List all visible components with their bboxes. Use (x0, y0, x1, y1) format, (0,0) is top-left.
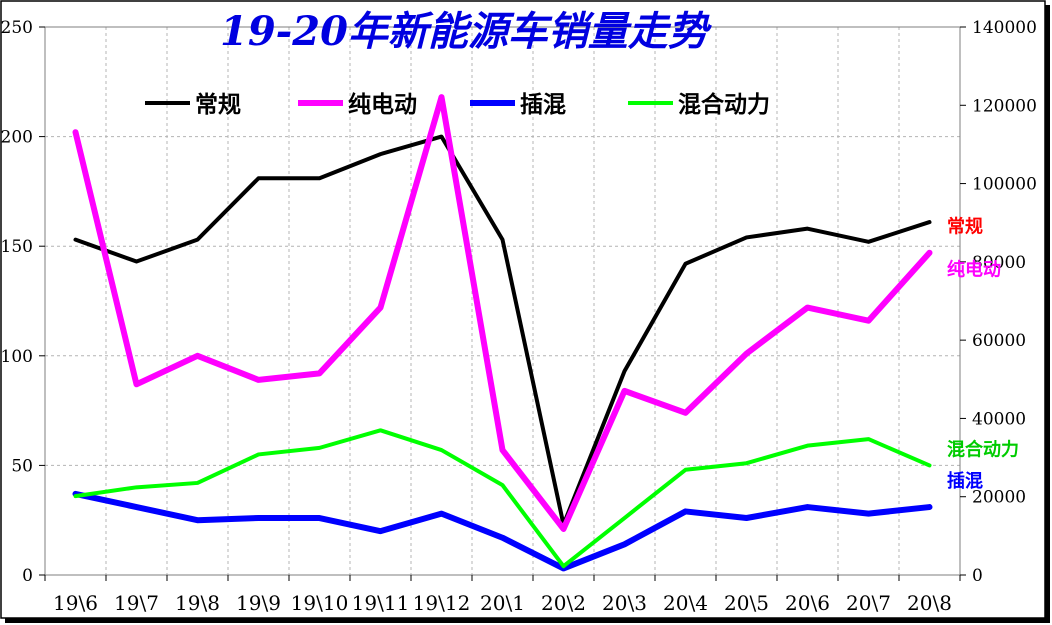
frame-shadow-right (1045, 5, 1050, 622)
end-label: 纯电动 (947, 259, 1001, 281)
legend-label: 纯电动 (348, 91, 417, 118)
legend-label: 混合动力 (678, 91, 770, 118)
x-axis-tick-label: 20\4 (663, 591, 708, 615)
end-label: 混合动力 (947, 439, 1019, 461)
x-axis-tick-label: 19\12 (413, 591, 471, 615)
x-axis-tick-label: 19\9 (236, 591, 281, 615)
right-axis-tick-label: 120000 (972, 96, 1037, 116)
x-axis-tick-label: 19\10 (291, 591, 349, 615)
left-axis-tick-label: 100 (1, 347, 33, 367)
frame-shadow-bottom (5, 618, 1050, 623)
plot-area (44, 26, 961, 576)
left-axis-tick-label: 250 (1, 18, 33, 38)
x-axis-tick-label: 20\3 (602, 591, 647, 615)
series-line (73, 134, 932, 527)
left-axis-tick-label: 50 (11, 456, 33, 476)
right-axis-tick-label: 20000 (972, 488, 1026, 508)
right-axis-tick-label: 80000 (972, 253, 1026, 273)
right-axis-tick-label: 60000 (972, 331, 1026, 351)
legend-label: 插混 (520, 91, 566, 118)
x-axis-tick-label: 19\7 (114, 591, 159, 615)
legend-label: 常规 (195, 91, 241, 118)
series-layer (72, 94, 933, 572)
x-axis-tick-label: 20\7 (846, 591, 891, 615)
x-axis-tick-label: 20\6 (785, 591, 830, 615)
series-line (73, 428, 932, 569)
x-axis-tick-label: 20\8 (907, 591, 952, 615)
series-line (72, 490, 933, 572)
x-axis-tick-label: 19\6 (53, 591, 98, 615)
x-axis-tick-label: 19\11 (352, 591, 410, 615)
right-axis-tick-label: 0 (972, 566, 983, 586)
series-line (72, 94, 933, 532)
chart-title: 19-20年新能源车销量走势 (220, 8, 713, 55)
right-axis-tick-label: 140000 (972, 18, 1037, 38)
left-axis-tick-label: 150 (1, 237, 33, 257)
x-axis-tick-label: 19\8 (175, 591, 220, 615)
legend: 常规 纯电动 插混 混合动力 (145, 91, 770, 118)
x-axis-tick-label: 20\1 (480, 591, 525, 615)
x-axis-tick-label: 20\2 (541, 591, 586, 615)
x-axis-tick-label: 20\5 (724, 591, 769, 615)
right-axis-tick-label: 40000 (972, 409, 1026, 429)
left-axis-tick-label: 200 (1, 128, 33, 148)
left-axis-tick-label: 0 (22, 566, 33, 586)
end-label: 常规 (947, 216, 983, 238)
axes-layer: 0 50 100 150 200 250 0 20000 40000 60000 80000 1000… (1, 18, 1037, 615)
end-label: 插混 (947, 470, 983, 492)
right-axis-tick-label: 100000 (972, 175, 1037, 195)
